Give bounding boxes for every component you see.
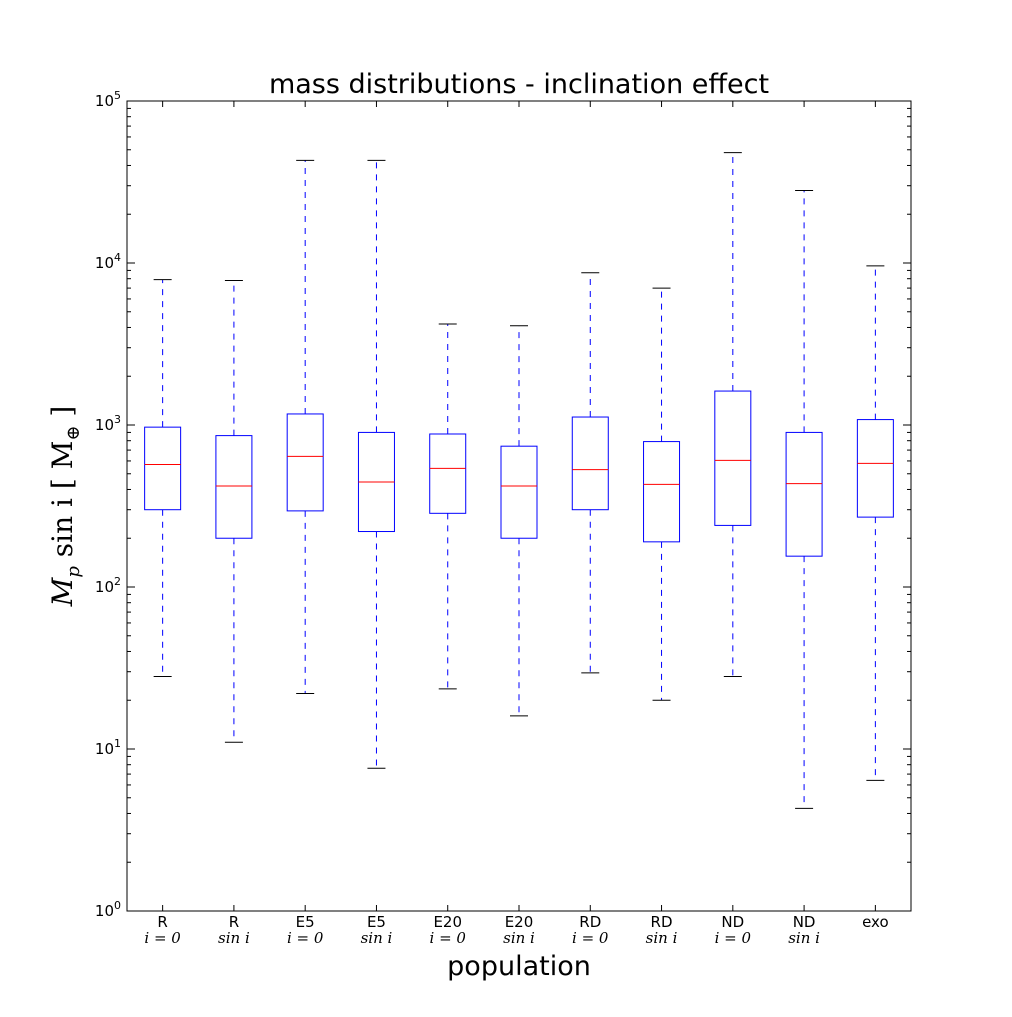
axes-frame	[126, 100, 912, 912]
y-tick-exponent: 4	[114, 251, 121, 264]
box-group	[215, 279, 253, 743]
x-tick-label: E20	[433, 913, 462, 931]
y-tick-base: 10	[95, 92, 114, 110]
box-group	[571, 272, 609, 674]
x-tick-sublabel: i = 0	[572, 929, 609, 947]
box	[144, 426, 182, 511]
x-tick-label: R	[229, 913, 239, 931]
minor-ticks	[127, 107, 911, 863]
y-tick-label: 103	[95, 413, 121, 434]
x-tick-label: RD	[651, 913, 673, 931]
x-tick-sublabel: sin i	[788, 929, 820, 947]
y-tick-label: 100	[95, 899, 121, 920]
y-tick-label: 105	[95, 89, 121, 110]
box	[856, 419, 894, 518]
y-axis-label-sub: p	[63, 566, 84, 578]
y-tick-exponent: 5	[114, 89, 121, 102]
box-group	[500, 325, 538, 717]
y-tick-label: 102	[95, 575, 121, 596]
y-axis-label-rest: sin i [ M	[46, 441, 79, 567]
x-tick-sublabel: i = 0	[430, 929, 467, 947]
box	[643, 441, 681, 543]
box	[215, 435, 253, 539]
box	[571, 416, 609, 511]
y-tick-exponent: 1	[114, 737, 121, 750]
x-tick-sublabel: sin i	[218, 929, 250, 947]
box-group	[714, 152, 752, 678]
box-group	[357, 159, 395, 769]
x-tick-label: E20	[505, 913, 534, 931]
box-group	[429, 323, 467, 690]
x-tick-sublabel: sin i	[646, 929, 678, 947]
x-tick-label: R	[157, 913, 167, 931]
box	[286, 413, 324, 512]
y-axis-label: Mp sin i [ M⊕ ]	[46, 406, 84, 608]
x-tick-sublabel: sin i	[503, 929, 535, 947]
box-group	[856, 265, 894, 781]
box-group	[286, 159, 324, 695]
y-tick-label: 101	[95, 737, 121, 758]
y-tick-base: 10	[95, 416, 114, 434]
x-axis-label: population	[447, 951, 591, 982]
y-tick-label: 104	[95, 251, 121, 272]
y-tick-exponent: 2	[114, 575, 121, 588]
box-group	[643, 287, 681, 701]
y-tick-base: 10	[95, 578, 114, 596]
x-tick-label: RD	[579, 913, 601, 931]
box	[500, 445, 538, 539]
y-tick-exponent: 0	[114, 899, 121, 912]
x-tick-label: ND	[721, 913, 744, 931]
x-tick-label: E5	[296, 913, 315, 931]
x-tick-label: exo	[862, 913, 889, 931]
y-axis-label-main: M	[46, 576, 79, 607]
boxes	[144, 152, 894, 809]
box	[714, 390, 752, 526]
box-group	[144, 279, 182, 678]
box	[785, 431, 823, 557]
chart-title: mass distributions - inclination effect	[269, 69, 769, 100]
box-group	[785, 190, 823, 809]
x-tick-sublabel: i = 0	[287, 929, 324, 947]
y-tick-base: 10	[95, 740, 114, 758]
y-tick-exponent: 3	[114, 413, 121, 426]
y-tick-base: 10	[95, 254, 114, 272]
x-tick-label: E5	[367, 913, 386, 931]
box	[429, 433, 467, 514]
y-tick-base: 10	[95, 902, 114, 920]
x-tick-sublabel: i = 0	[715, 929, 752, 947]
x-tick-sublabel: sin i	[361, 929, 393, 947]
y-axis-label-close: ]	[46, 406, 79, 426]
y-axis-label-sub2: ⊕	[63, 426, 84, 441]
x-tick-sublabel: i = 0	[144, 929, 181, 947]
x-tick-label: ND	[793, 913, 816, 931]
